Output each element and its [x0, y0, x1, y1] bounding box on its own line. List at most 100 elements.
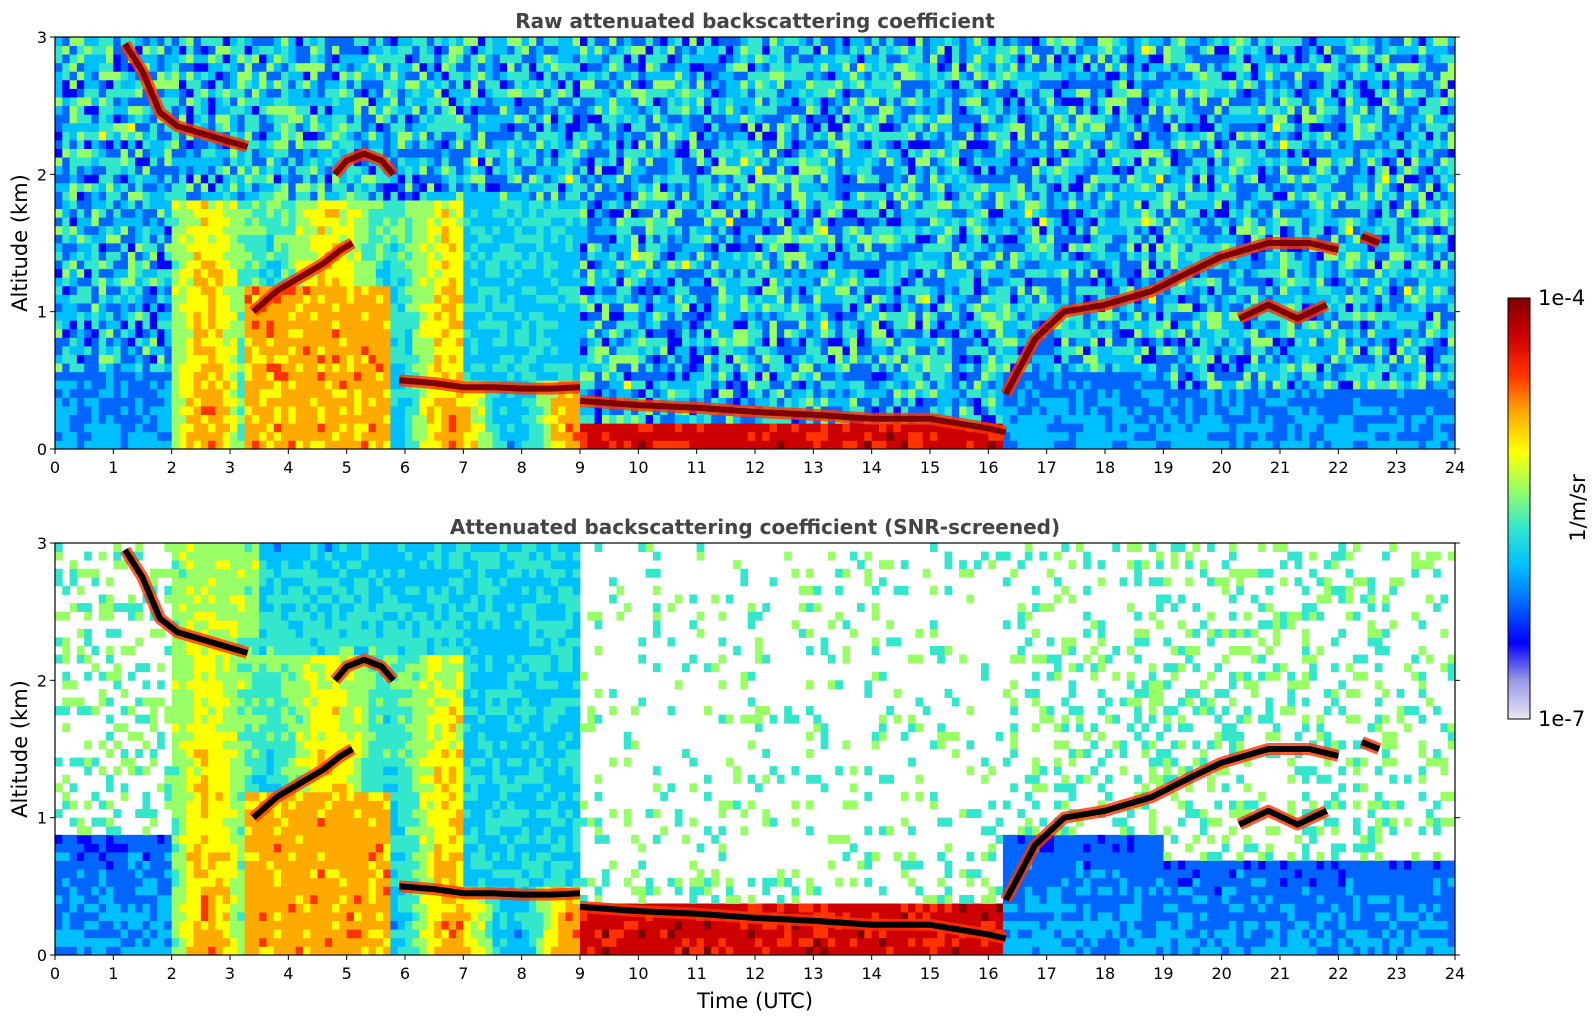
heatmap-cell [186, 225, 194, 235]
heatmap-cell [186, 174, 194, 184]
heatmap-cell [463, 337, 472, 347]
heatmap-cell [397, 208, 406, 218]
heatmap-cell [463, 200, 472, 210]
heatmap-cell [623, 380, 632, 390]
heatmap-cell [142, 346, 151, 355]
heatmap-cell [434, 174, 442, 184]
heatmap-cell [434, 105, 442, 115]
heatmap-cell [273, 54, 282, 64]
heatmap-cell [769, 122, 778, 132]
heatmap-cell [740, 71, 749, 81]
heatmap-cell [652, 114, 661, 124]
heatmap-cell [55, 363, 63, 373]
heatmap-cell [689, 234, 698, 244]
heatmap-cell [171, 182, 180, 192]
heatmap-cell [499, 148, 508, 158]
heatmap-cell [106, 277, 114, 287]
heatmap-cell [638, 105, 647, 115]
heatmap-cell [528, 157, 537, 167]
heatmap-cell [405, 182, 413, 192]
heatmap-cell [470, 97, 479, 107]
heatmap-cell [696, 251, 705, 261]
heatmap-cell [419, 97, 428, 107]
heatmap-cell [353, 140, 362, 149]
heatmap-cell [193, 97, 202, 107]
heatmap-cell [200, 423, 209, 433]
heatmap-cell [353, 414, 362, 424]
heatmap-cell [747, 114, 756, 124]
heatmap-cell [91, 311, 100, 321]
heatmap-cell [368, 337, 377, 347]
heatmap-cell [106, 285, 114, 295]
heatmap-cell [456, 114, 464, 124]
heatmap-cell [397, 45, 406, 55]
heatmap-cell [441, 346, 450, 355]
heatmap-cell [456, 363, 464, 373]
heatmap-cell [623, 294, 632, 304]
heatmap-cell [616, 71, 625, 81]
heatmap-cell [594, 114, 603, 124]
heatmap-cell [84, 157, 92, 167]
heatmap-cell [711, 260, 719, 270]
heatmap-cell [419, 131, 428, 141]
heatmap-cell [580, 208, 588, 218]
heatmap-cell [543, 165, 552, 175]
heatmap-cell [791, 191, 800, 201]
heatmap-cell [740, 423, 749, 433]
heatmap-cell [383, 440, 391, 449]
heatmap-cell [587, 217, 595, 227]
heatmap-cell [266, 406, 275, 416]
heatmap-cell [718, 148, 727, 158]
heatmap-cell [215, 294, 224, 304]
heatmap-cell [769, 208, 778, 218]
heatmap-cell [638, 62, 647, 72]
heatmap-cell [193, 165, 202, 175]
heatmap-cell [149, 140, 158, 149]
heatmap-cell [696, 337, 705, 347]
heatmap-cell [200, 397, 209, 407]
heatmap-cell [448, 131, 457, 141]
heatmap-cell [477, 354, 486, 364]
heatmap-cell [281, 79, 289, 89]
heatmap-cell [353, 260, 362, 270]
heatmap-cell [711, 191, 719, 201]
heatmap-cell [456, 406, 464, 416]
heatmap-cell [711, 131, 719, 141]
heatmap-cell [798, 191, 807, 201]
heatmap-cell [208, 277, 216, 287]
heatmap-cell [149, 37, 158, 46]
heatmap-cell [448, 337, 457, 347]
heatmap-cell [456, 354, 464, 364]
heatmap-cell [791, 37, 800, 46]
heatmap-cell [405, 414, 413, 424]
heatmap-cell [565, 208, 574, 218]
heatmap-cell [222, 97, 231, 107]
heatmap-cell [171, 54, 180, 64]
heatmap-cell [113, 268, 122, 278]
heatmap-cell [222, 148, 231, 158]
heatmap-cell [528, 337, 537, 347]
heatmap-cell [594, 294, 603, 304]
heatmap-cell [149, 311, 158, 321]
heatmap-cell [397, 363, 406, 373]
heatmap-cell [193, 397, 202, 407]
heatmap-cell [791, 225, 800, 235]
heatmap-cell [543, 397, 552, 407]
heatmap-cell [390, 388, 399, 398]
heatmap-cell [674, 131, 683, 141]
heatmap-cell [558, 122, 566, 132]
heatmap-cell [324, 285, 333, 295]
heatmap-cell [507, 363, 515, 373]
heatmap-cell [507, 148, 515, 158]
heatmap-cell [120, 243, 129, 252]
heatmap-cell [660, 243, 668, 252]
heatmap-cell [580, 320, 588, 330]
heatmap-cell [332, 423, 340, 433]
heatmap-cell [361, 260, 369, 270]
heatmap-cell [222, 328, 231, 338]
heatmap-cell [441, 45, 450, 55]
heatmap-cell [259, 182, 267, 192]
heatmap-cell [798, 54, 807, 64]
heatmap-cell [492, 54, 501, 64]
heatmap-cell [682, 62, 690, 72]
